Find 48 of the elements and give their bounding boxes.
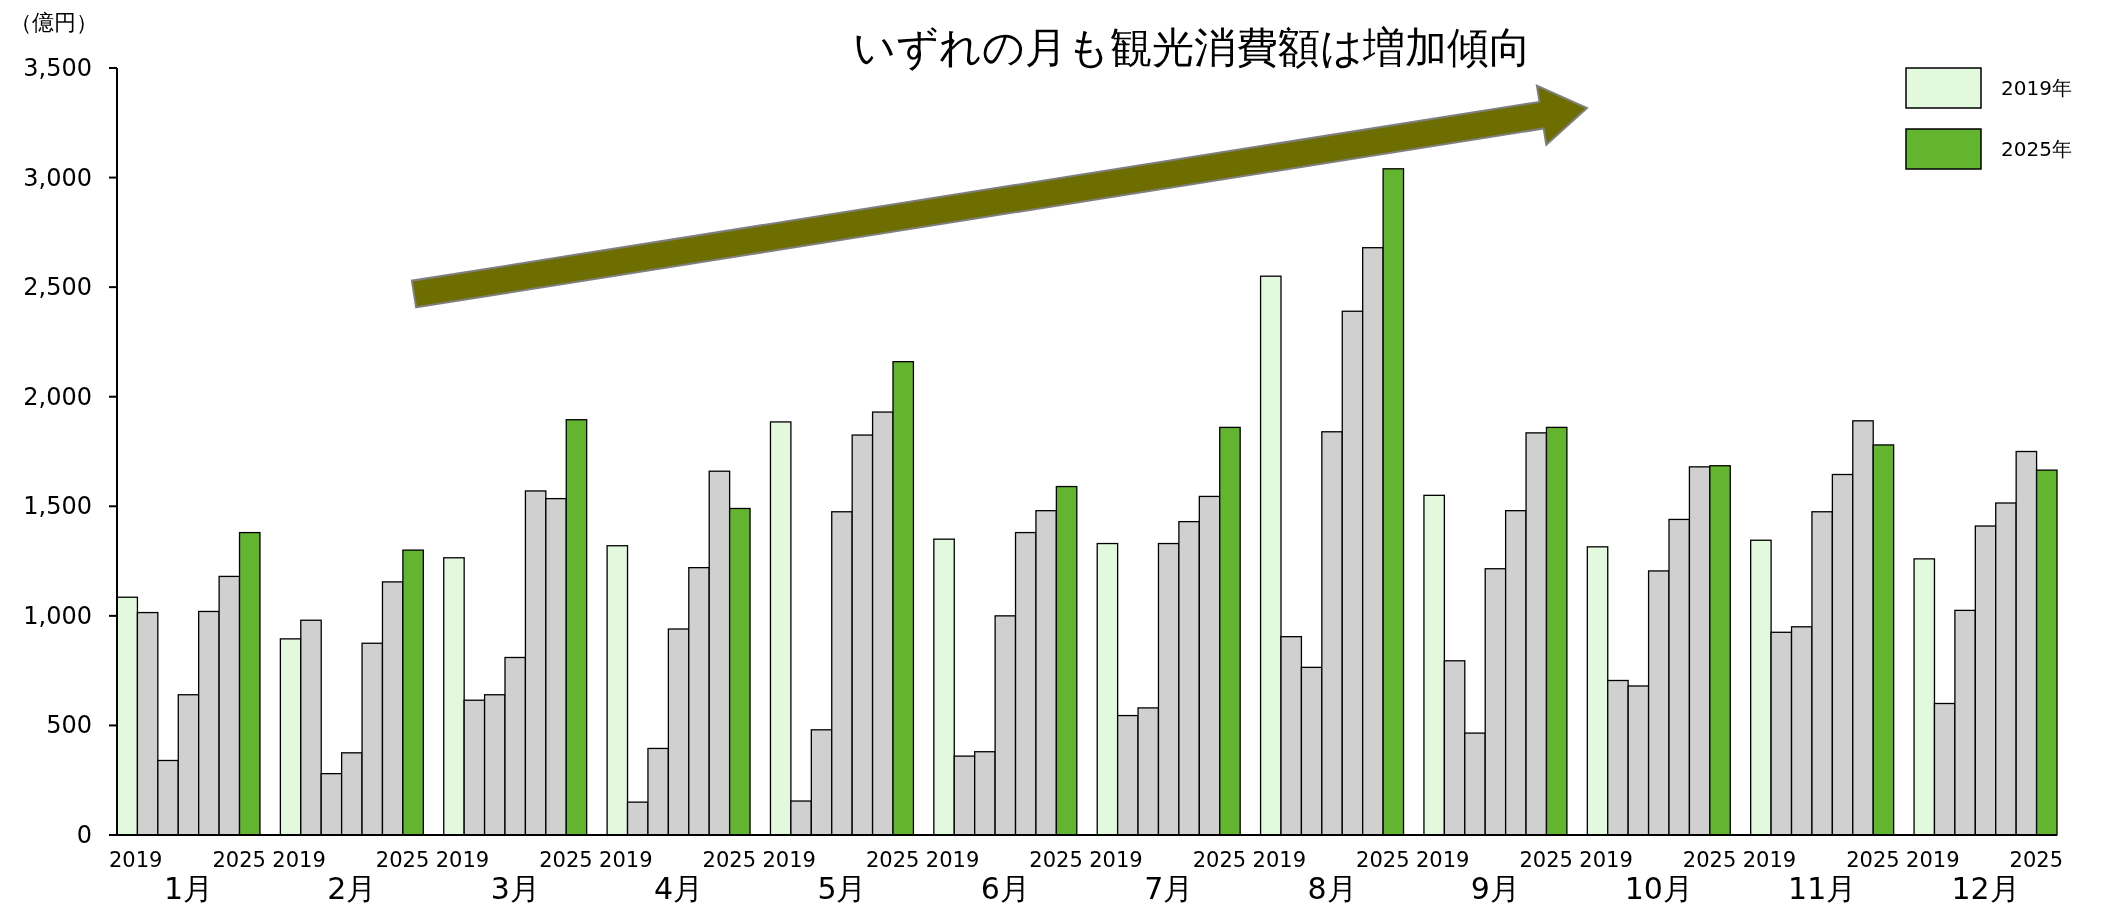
text: 2019 — [1415, 848, 1470, 872]
x-tick-label: 8月 — [1307, 871, 1357, 905]
x-tick-label: 7月 — [1144, 871, 1194, 905]
text: 2025 — [212, 848, 266, 872]
text: 2025 — [865, 848, 920, 872]
x-tick-label: 2月 — [327, 871, 377, 905]
y-axis-title: （億円） — [10, 10, 98, 35]
text: 2025 — [1029, 848, 1083, 872]
text: 2025 — [1192, 848, 1247, 872]
y-tick-label: 0 — [76, 821, 92, 849]
x-tick-label: 3月 — [490, 871, 540, 905]
text: 2019 — [599, 848, 653, 872]
text: 2019 — [1742, 848, 1797, 872]
x-tick-label: 10月 — [1624, 871, 1693, 905]
x-tick-label: 12月 — [1951, 871, 2020, 905]
text: 2025 — [2009, 848, 2063, 872]
text: 2019 — [1579, 848, 1633, 872]
x-tick-label: 11月 — [1788, 871, 1857, 905]
legend-label: 2019年 — [2001, 76, 2072, 100]
y-tick-label: 500 — [46, 711, 92, 740]
x-tick-label: 5月 — [817, 871, 867, 905]
text: 2025 — [1846, 848, 1900, 872]
text: 2025 — [1682, 848, 1737, 872]
y-tick-label: 1,500 — [23, 492, 92, 521]
y-tick-label: 2,000 — [23, 382, 92, 411]
legend-label: 2025年 — [2001, 137, 2072, 161]
text: 2019 — [1906, 848, 1960, 872]
x-tick-label: 1月 — [163, 871, 214, 905]
x-tick-label: 6月 — [980, 871, 1030, 905]
y-tick-label: 3,500 — [23, 54, 92, 82]
text: 2019 — [272, 848, 326, 872]
y-tick-label: 1,000 — [23, 601, 92, 630]
x-tick-label: 4月 — [654, 871, 704, 905]
text: 2025 — [702, 848, 757, 872]
text: 2025 — [1356, 848, 1410, 872]
text: 2019 — [109, 848, 163, 872]
text: 2025 — [375, 848, 430, 872]
text: 2019 — [925, 848, 980, 872]
x-tick-label: 9月 — [1470, 871, 1520, 905]
text: 2019 — [1252, 848, 1307, 872]
text: 2019 — [435, 848, 490, 872]
chart-title: いずれの月も観光消費額は増加傾向 — [853, 23, 1531, 72]
y-tick-label: 2,500 — [23, 273, 92, 302]
text: 2025 — [1519, 848, 1573, 872]
text: 2019 — [1089, 848, 1143, 872]
text: 2019 — [762, 848, 816, 872]
y-tick-label: 3,000 — [23, 163, 92, 192]
text: 2025 — [539, 848, 593, 872]
